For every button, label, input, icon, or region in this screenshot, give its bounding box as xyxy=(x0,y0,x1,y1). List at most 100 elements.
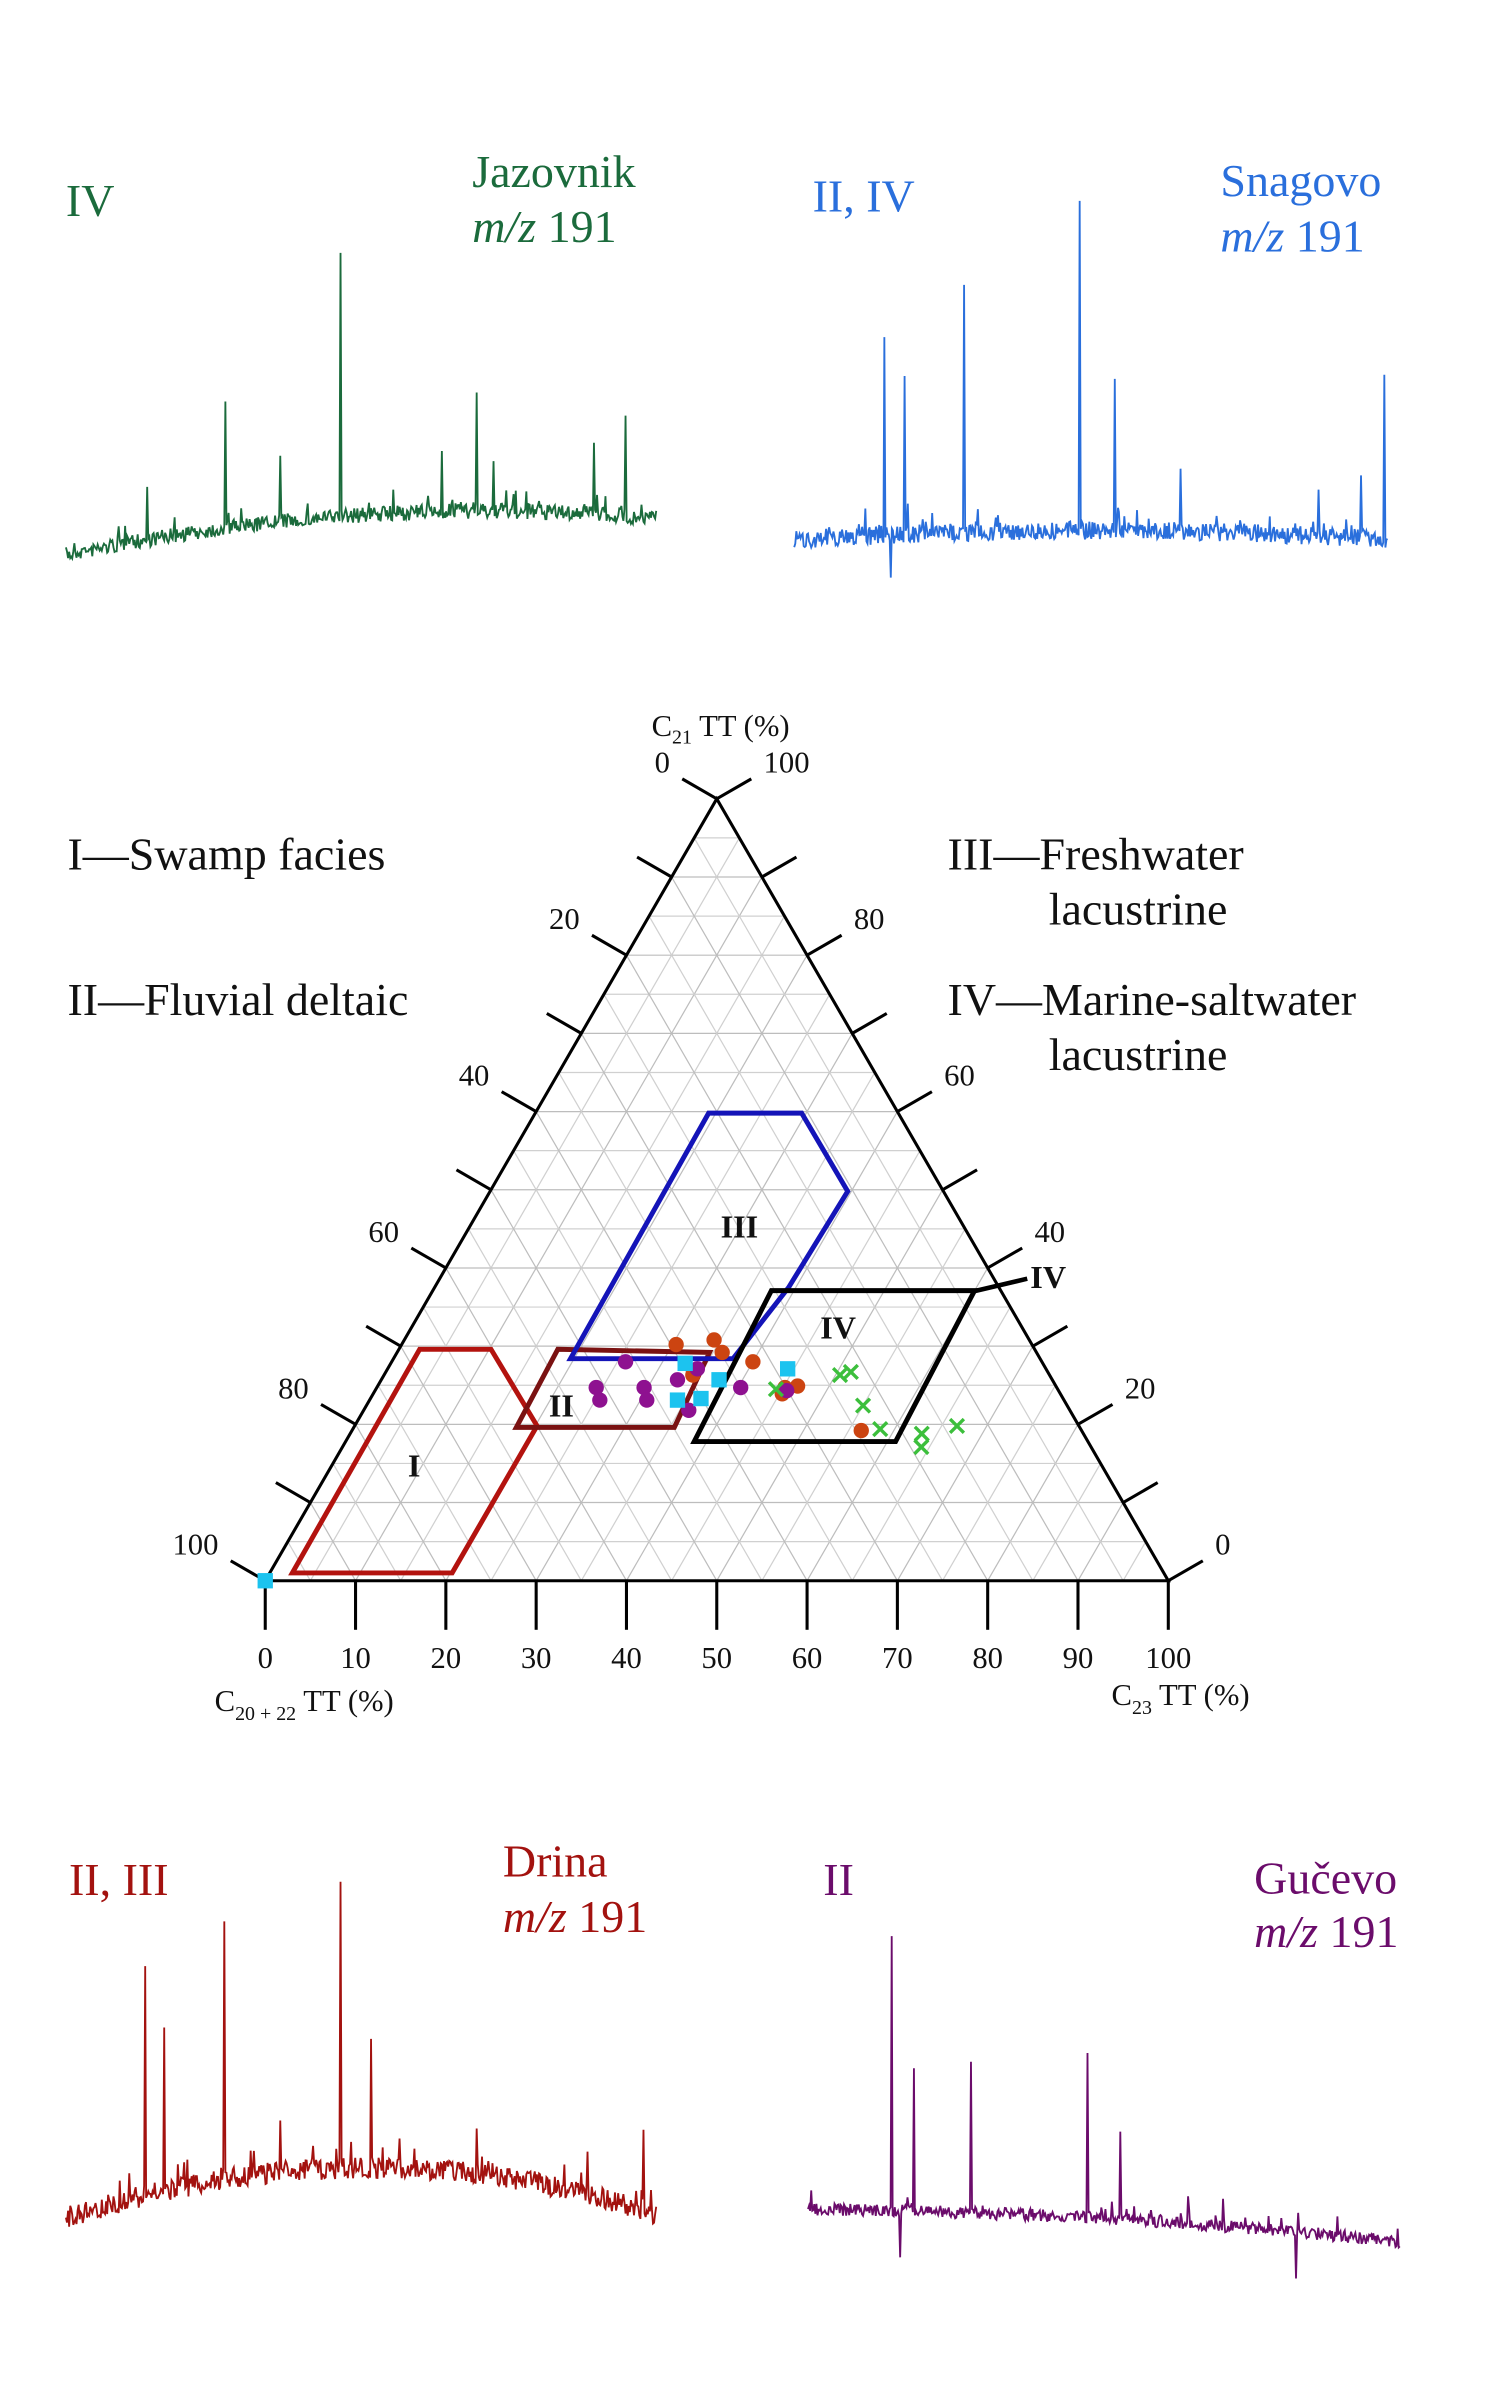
jazovnik-sample-point xyxy=(831,1366,849,1384)
grid-line xyxy=(1122,1541,1147,1582)
bottom-tick-label: 40 xyxy=(611,1641,642,1675)
grid-line xyxy=(400,1345,537,1582)
field-label-I: I xyxy=(408,1447,421,1483)
jazovnik-sample-point xyxy=(842,1363,859,1381)
grid-line xyxy=(355,1424,447,1582)
drina-sample-point xyxy=(745,1354,761,1370)
outer-label-IV: IV xyxy=(1030,1259,1066,1295)
snagovo-sample-point xyxy=(677,1355,693,1372)
ternary-grid xyxy=(287,837,1147,1582)
legend-II: II—Fluvial deltaic xyxy=(67,974,408,1025)
snagovo-sample-point xyxy=(779,1361,796,1377)
bottom-tick-label: 90 xyxy=(1063,1641,1094,1675)
left-tick xyxy=(546,1012,583,1035)
left-tick xyxy=(410,1246,447,1270)
left-tick-label: 100 xyxy=(172,1528,218,1562)
field-II-outline xyxy=(512,1346,714,1430)
legend-IV: IV—Marine-saltwater xyxy=(948,974,1357,1025)
grid-line xyxy=(558,1072,853,1582)
grid-line xyxy=(467,1228,673,1582)
gucevo-sample-point xyxy=(669,1372,686,1388)
bottom-tick-label: 20 xyxy=(431,1641,462,1675)
drina-name: Drina xyxy=(503,1836,608,1887)
drina-sample-point xyxy=(668,1336,684,1353)
jazovnik-panel: IV Jazovnik m/z 191 xyxy=(65,146,658,562)
grid-line xyxy=(490,993,831,1582)
snagovo-types: II, IV xyxy=(813,171,915,222)
right-tick xyxy=(1077,1403,1114,1426)
right-tick xyxy=(851,1012,888,1035)
grid-line xyxy=(309,837,740,1582)
gucevo-sample-point xyxy=(592,1392,608,1408)
right-tick xyxy=(1122,1481,1159,1504)
bottom-tick-label: 100 xyxy=(1145,1641,1191,1675)
snagovo-sample-point xyxy=(693,1390,709,1407)
grid-line xyxy=(648,915,1034,1582)
left-tick-label: 20 xyxy=(549,902,580,936)
axis-title-c20-22: C20 + 22 TT (%) xyxy=(215,1684,394,1725)
grid-line xyxy=(580,1033,898,1582)
tick-labels: 0 10 20 30 40 50 60 70 80 90 100 0 100 20 80 40 60 60 40 80… xyxy=(172,746,1230,1675)
left-tick-label: 40 xyxy=(459,1059,490,1093)
grid-line xyxy=(377,1384,492,1582)
gucevo-sample-point xyxy=(588,1379,604,1396)
right-tick xyxy=(806,933,843,957)
bottom-tick-label: 80 xyxy=(972,1641,1003,1675)
snagovo-sample-point xyxy=(257,1573,273,1589)
right-tick xyxy=(716,777,753,801)
sample-points xyxy=(257,1332,966,1589)
right-tick-label: 40 xyxy=(1034,1215,1065,1249)
grid-line xyxy=(671,876,1079,1582)
gucevo-sample-point xyxy=(639,1392,655,1408)
field-IV-leader xyxy=(974,1276,1028,1294)
grid-line xyxy=(671,1150,921,1582)
drina-types: II, III xyxy=(69,1854,169,1905)
bottom-tick-label: 0 xyxy=(258,1641,273,1675)
field-I-outline xyxy=(288,1346,540,1576)
right-tick xyxy=(941,1168,978,1192)
left-tick xyxy=(636,855,673,879)
field-label-IV: IV xyxy=(820,1309,856,1345)
bottom-tick-label: 70 xyxy=(882,1641,913,1675)
field-label-III: III xyxy=(721,1208,759,1244)
jazovnik-name: Jazovnik xyxy=(472,146,635,197)
left-tick xyxy=(591,933,628,957)
drina-sample-point xyxy=(853,1422,869,1439)
legend-III-cont: lacustrine xyxy=(1049,884,1228,935)
facies-fields xyxy=(288,1110,979,1576)
gucevo-sample-point xyxy=(689,1361,706,1377)
right-tick-label: 20 xyxy=(1125,1371,1156,1405)
grid-line xyxy=(490,1189,718,1582)
right-tick-label: 80 xyxy=(854,902,885,936)
grid-line xyxy=(851,1306,1011,1582)
bottom-tick-label: 10 xyxy=(340,1641,371,1675)
axis-title-c23: C23 TT (%) xyxy=(1112,1678,1250,1719)
gucevo-panel: II Gučevo m/z 191 xyxy=(807,1853,1401,2279)
jazovnik-sample-point xyxy=(872,1420,889,1438)
left-tick-label: 80 xyxy=(278,1371,309,1405)
grid-line xyxy=(603,993,944,1582)
jazovnik-sample-point xyxy=(913,1425,930,1442)
gucevo-sample-point xyxy=(733,1379,749,1396)
left-tick xyxy=(455,1168,492,1192)
bottom-tick-label: 60 xyxy=(792,1641,823,1675)
snagovo-panel: II, IV Snagovo m/z 191 xyxy=(793,155,1388,578)
field-label-II: II xyxy=(549,1388,574,1424)
left-tick xyxy=(365,1324,402,1348)
gucevo-name: Gučevo xyxy=(1254,1853,1397,1904)
jazovnik-sample-point xyxy=(767,1381,785,1398)
grid-line xyxy=(309,1502,357,1582)
bottom-tick-label: 50 xyxy=(701,1641,732,1675)
ternary-frame xyxy=(229,777,1204,1630)
gucevo-types: II xyxy=(823,1854,854,1905)
legend-III: III—Freshwater xyxy=(948,828,1244,879)
left-tick xyxy=(681,777,718,801)
drina-chromatogram-trace xyxy=(65,1881,658,2227)
right-tick xyxy=(761,855,798,879)
left-tick xyxy=(320,1403,357,1426)
snagovo-sample-point xyxy=(711,1372,727,1388)
grid-line xyxy=(625,954,989,1582)
field-III-outline xyxy=(566,1110,851,1362)
jazovnik-sample-point xyxy=(913,1438,930,1456)
